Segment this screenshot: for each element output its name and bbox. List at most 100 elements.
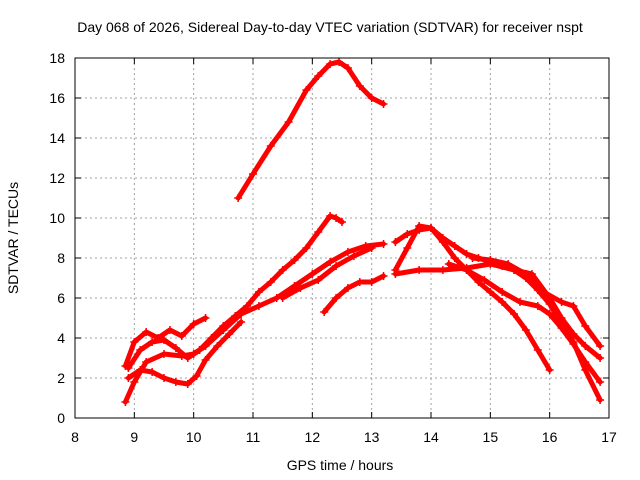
data-point-marker	[234, 194, 243, 202]
data-point-marker	[367, 94, 376, 102]
data-point-marker	[237, 318, 246, 326]
data-point-marker	[581, 358, 590, 366]
x-tick-label: 17	[601, 429, 617, 445]
y-tick-label: 14	[49, 130, 65, 146]
series-line	[125, 213, 345, 371]
y-tick-label: 0	[57, 410, 65, 426]
data-point-marker	[596, 342, 605, 350]
data-point-marker	[504, 260, 513, 268]
data-point-marker	[438, 234, 447, 242]
data-point-marker	[498, 288, 507, 296]
series-line	[392, 261, 603, 361]
series-line	[392, 225, 603, 403]
data-point-marker	[249, 170, 257, 178]
data-point-marker	[165, 326, 174, 334]
x-tick-label: 8	[71, 429, 79, 445]
data-point-marker	[533, 302, 542, 310]
data-point-marker	[391, 270, 400, 278]
y-axis-label: SDTVAR / TECUs	[5, 182, 21, 294]
data-point-marker	[516, 298, 524, 306]
data-point-marker	[308, 270, 317, 278]
data-point-marker	[171, 344, 180, 352]
data-point-marker	[201, 342, 210, 350]
data-point-marker	[254, 302, 263, 310]
data-point-marker	[142, 358, 151, 366]
data-point-marker	[450, 242, 459, 250]
data-point-marker	[349, 252, 358, 260]
x-tick-label: 11	[246, 429, 261, 445]
data-point-marker	[154, 334, 163, 342]
y-tick-label: 12	[49, 170, 65, 186]
plot-frame	[74, 57, 610, 419]
x-tick-label: 9	[130, 429, 138, 445]
series-line	[321, 273, 386, 315]
data-point-marker	[225, 330, 234, 338]
data-point-marker	[355, 82, 364, 90]
data-point-marker	[148, 338, 157, 346]
data-point-marker	[367, 278, 376, 286]
series-arc-5	[121, 240, 388, 406]
data-point-marker	[192, 372, 201, 380]
x-tick-label: 16	[542, 429, 558, 445]
data-point-marker	[177, 332, 186, 340]
data-point-marker	[462, 250, 471, 258]
data-point-marker	[539, 288, 548, 296]
data-point-marker	[462, 266, 471, 274]
data-point-marker	[160, 350, 168, 358]
data-point-marker	[557, 298, 566, 306]
data-point-marker	[596, 354, 605, 362]
data-point-marker	[367, 244, 376, 252]
data-series-group	[121, 58, 605, 406]
data-point-marker	[545, 366, 554, 374]
data-point-marker	[124, 374, 133, 382]
x-tick-label: 14	[423, 429, 439, 445]
data-point-marker	[403, 244, 412, 252]
data-point-marker	[183, 380, 192, 388]
data-point-marker	[278, 294, 287, 302]
data-point-marker	[521, 326, 530, 334]
data-point-marker	[596, 396, 605, 404]
data-point-marker	[284, 118, 293, 126]
data-point-marker	[320, 308, 329, 316]
data-point-marker	[498, 298, 507, 306]
series-arc-3	[121, 314, 210, 370]
x-tick-label: 10	[186, 429, 202, 445]
data-point-marker	[189, 320, 198, 328]
data-point-marker	[213, 342, 222, 350]
x-tick-label: 13	[364, 429, 380, 445]
y-tick-label: 6	[57, 290, 65, 306]
series-line	[446, 261, 603, 385]
data-point-marker	[510, 310, 519, 318]
data-point-marker	[142, 328, 151, 336]
data-point-marker	[332, 214, 341, 222]
data-point-marker	[332, 262, 341, 270]
data-point-marker	[581, 366, 590, 374]
data-point-marker	[403, 230, 412, 238]
data-point-marker	[533, 346, 542, 354]
data-point-marker	[302, 244, 311, 252]
y-tick-label: 2	[57, 370, 65, 386]
data-point-marker	[343, 248, 352, 256]
data-point-marker	[332, 294, 341, 302]
series-arc-9	[391, 224, 605, 404]
data-point-marker	[569, 330, 578, 338]
data-point-marker	[219, 326, 228, 334]
data-point-marker	[296, 284, 305, 292]
series-line	[470, 255, 603, 349]
data-point-marker	[450, 254, 459, 262]
data-point-marker	[596, 378, 605, 386]
y-tick-label: 10	[49, 210, 65, 226]
x-tick-label: 12	[305, 429, 321, 445]
data-point-marker	[290, 256, 299, 264]
data-point-marker	[177, 352, 186, 360]
x-axis-label: GPS time / hours	[287, 457, 394, 473]
data-point-marker	[343, 284, 352, 292]
data-point-marker	[480, 276, 489, 284]
data-point-marker	[486, 256, 495, 264]
data-point-marker	[266, 142, 275, 150]
x-tick-label: 15	[483, 429, 499, 445]
data-point-marker	[581, 342, 590, 350]
data-point-marker	[521, 270, 530, 278]
data-point-marker	[379, 100, 388, 108]
